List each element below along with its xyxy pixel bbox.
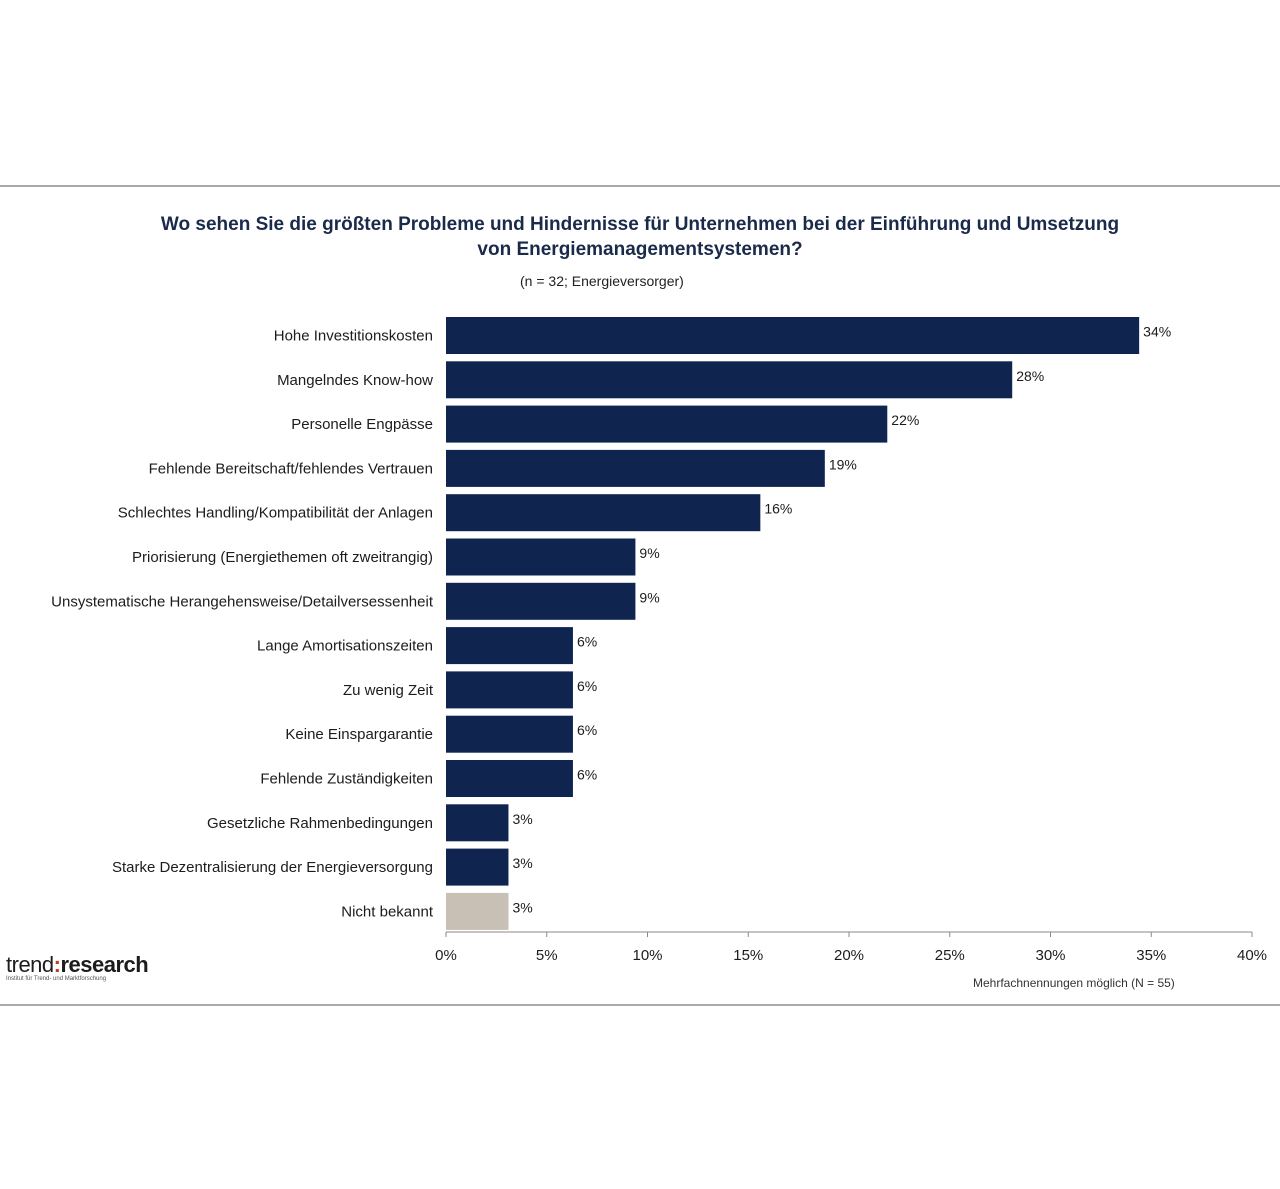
x-tick-label: 25%	[935, 947, 965, 964]
bar	[446, 361, 1013, 399]
category-label: Schlechtes Handling/Kompatibilität der A…	[118, 505, 433, 522]
top-divider	[0, 185, 1280, 187]
bar	[446, 494, 761, 532]
value-label: 28%	[1016, 368, 1044, 384]
trendresearch-logo: trend:research	[6, 952, 149, 978]
value-label: 34%	[1143, 324, 1171, 340]
logo-colon: :	[53, 952, 61, 977]
value-label: 3%	[512, 811, 532, 827]
value-label: 22%	[891, 412, 919, 428]
value-label: 19%	[829, 456, 857, 472]
x-tick-label: 15%	[733, 947, 763, 964]
value-label: 3%	[512, 855, 532, 871]
category-label: Keine Einspargarantie	[285, 726, 433, 743]
chart-title-line1: Wo sehen Sie die größten Probleme und Hi…	[160, 214, 1120, 235]
bar	[446, 671, 573, 709]
value-label: 6%	[577, 678, 597, 694]
category-label: Fehlende Zuständigkeiten	[260, 771, 433, 788]
value-label: 6%	[577, 634, 597, 650]
category-label: Zu wenig Zeit	[343, 682, 434, 699]
chart-subtitle: (n = 32; Energieversorger)	[520, 273, 684, 289]
category-label: Lange Amortisationszeiten	[257, 638, 433, 655]
bar	[446, 848, 509, 886]
bar	[446, 582, 636, 620]
bar	[446, 760, 573, 797]
bottom-divider	[0, 1004, 1280, 1006]
x-tick-label: 0%	[435, 947, 457, 964]
bar-chart: Hohe Investitionskosten 34% Mangelndes Kno…	[51, 317, 1267, 964]
value-label: 3%	[512, 899, 532, 915]
bar	[446, 715, 573, 753]
bar	[446, 538, 636, 576]
category-label: Personelle Engpässe	[291, 416, 433, 433]
category-label: Nicht bekannt	[341, 903, 434, 920]
bar	[446, 317, 1140, 354]
chart-title-line2: von Energiemanagementsystemen?	[477, 239, 803, 260]
category-label: Unsystematische Herangehensweise/Detailv…	[51, 593, 434, 610]
value-label: 16%	[764, 501, 792, 517]
logo-tagline: Institut für Trend- und Marktforschung	[6, 976, 107, 982]
logo-part2: research	[60, 952, 149, 977]
category-label: Fehlende Bereitschaft/fehlendes Vertraue…	[149, 460, 433, 477]
bar	[446, 892, 509, 930]
value-label: 9%	[639, 545, 659, 561]
x-tick-label: 10%	[632, 947, 662, 964]
value-label: 6%	[577, 767, 597, 783]
bar	[446, 405, 888, 443]
x-tick-label: 35%	[1136, 947, 1166, 964]
chart-title: Wo sehen Sie die größten Probleme und Hi…	[0, 212, 1280, 262]
category-label: Gesetzliche Rahmenbedingungen	[207, 815, 433, 832]
logo-part1: trend	[6, 952, 54, 977]
category-label: Hohe Investitionskosten	[274, 328, 433, 345]
x-tick-label: 20%	[834, 947, 864, 964]
bar	[446, 804, 509, 842]
footnote: Mehrfachnennungen möglich (N = 55)	[973, 976, 1175, 990]
x-tick-label: 5%	[536, 947, 558, 964]
bar	[446, 449, 825, 487]
bar	[446, 627, 573, 665]
category-label: Mangelndes Know-how	[277, 372, 433, 389]
category-label: Starke Dezentralisierung der Energievers…	[112, 859, 433, 876]
x-tick-label: 30%	[1035, 947, 1065, 964]
value-label: 6%	[577, 722, 597, 738]
value-label: 9%	[639, 589, 659, 605]
category-label: Priorisierung (Energiethemen oft zweitra…	[132, 549, 433, 566]
x-tick-label: 40%	[1237, 947, 1267, 964]
